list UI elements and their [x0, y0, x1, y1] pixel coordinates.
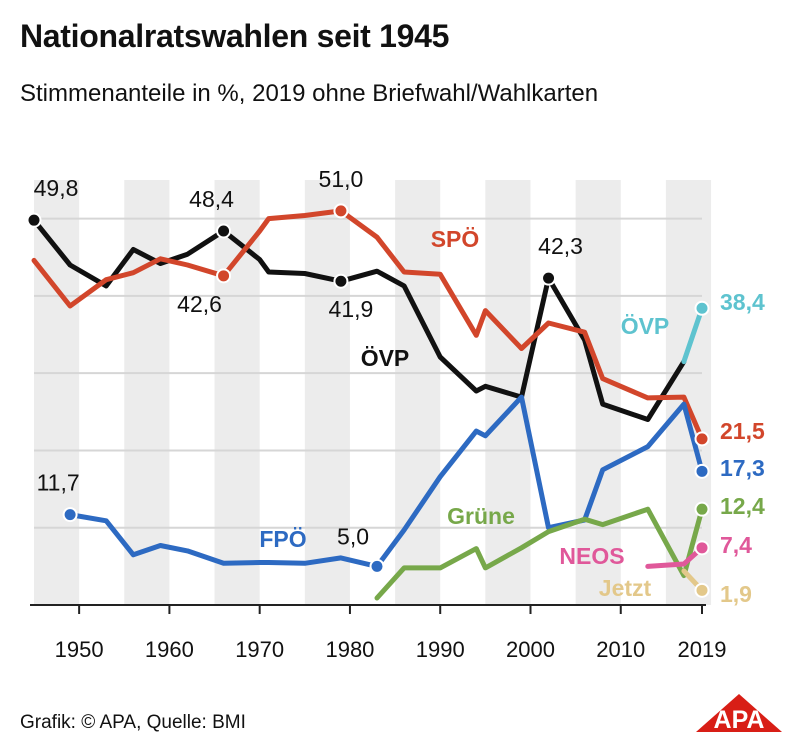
- series-line-oevp_2019: [681, 305, 705, 365]
- series-label: FPÖ: [259, 526, 306, 552]
- decade-band: [34, 180, 80, 605]
- annotation-label: 49,8: [34, 175, 79, 201]
- series-label: Grüne: [447, 503, 515, 529]
- series-line-neos: [645, 545, 705, 569]
- series-line-gruene: [374, 506, 705, 601]
- decade-band: [304, 180, 350, 605]
- end-dot: [694, 300, 710, 316]
- annotation-label: 42,3: [538, 233, 583, 259]
- series-label: SPÖ: [431, 226, 480, 252]
- end-value-label: 12,4: [720, 493, 765, 519]
- end-dot: [694, 431, 710, 447]
- apa-logo-triangle: [696, 694, 782, 732]
- end-dot: [694, 501, 710, 517]
- chart-labels: 49,8 48,4 41,9 42,3 42,6 51,0 11,7 5,0 38,4 21,5 1…: [34, 166, 765, 607]
- annotation-dot: [541, 270, 557, 286]
- annotation-dot: [216, 223, 232, 239]
- x-tick-label: 1960: [145, 637, 194, 662]
- annotation-dot: [26, 212, 42, 228]
- end-value-label: 1,9: [720, 581, 752, 607]
- x-tick-label: 1970: [235, 637, 284, 662]
- annotation-label: 5,0: [337, 523, 369, 549]
- end-value-label: 21,5: [720, 418, 765, 444]
- end-dot: [694, 540, 710, 556]
- x-tick-label: 1950: [55, 637, 104, 662]
- decade-band: [665, 180, 712, 605]
- x-tick-label: 2019: [678, 637, 727, 662]
- annotation-label: 42,6: [177, 291, 222, 317]
- series-label: NEOS: [559, 543, 624, 569]
- x-tick-label: 1980: [325, 637, 374, 662]
- annotation-dot: [216, 268, 232, 284]
- decade-band: [124, 180, 170, 605]
- apa-logo: APA: [696, 694, 782, 732]
- grid-lines: [34, 217, 702, 529]
- series-label: Jetzt: [599, 575, 652, 601]
- annotation-label: 48,4: [189, 186, 234, 212]
- x-tick-label: 2000: [506, 637, 555, 662]
- annotation-label: 51,0: [319, 166, 364, 192]
- series-label: ÖVP: [621, 313, 670, 339]
- annotation-dot: [333, 273, 349, 289]
- series-line-spoe: [31, 208, 705, 442]
- decade-bands: [34, 180, 712, 605]
- end-dot: [694, 463, 710, 479]
- series-label: ÖVP: [361, 345, 410, 371]
- apa-logo-text: APA: [714, 706, 765, 732]
- end-value-label: 38,4: [720, 289, 765, 315]
- annotation-dot: [333, 203, 349, 219]
- series-line-oevp: [31, 217, 687, 422]
- annotation-dot: [62, 507, 78, 523]
- highlight-dots: [26, 203, 710, 598]
- annotation-dot: [369, 558, 385, 574]
- end-dot: [694, 582, 710, 598]
- source-credit: Grafik: © APA, Quelle: BMI: [20, 712, 246, 733]
- x-tick-label: 2010: [596, 637, 645, 662]
- series-line-fpoe: [67, 394, 705, 569]
- page-subtitle: Stimmenanteile in %, 2019 ohne Briefwahl…: [20, 80, 599, 107]
- annotation-label: 11,7: [37, 470, 80, 496]
- x-tick-label: 1990: [416, 637, 465, 662]
- end-value-label: 17,3: [720, 455, 765, 481]
- end-value-label: 7,4: [720, 532, 752, 558]
- page-title: Nationalratswahlen seit 1945: [20, 18, 450, 54]
- x-axis: 1950 1960 1970 1980 1990 2000 2010 2019: [30, 604, 727, 662]
- annotation-label: 41,9: [329, 296, 374, 322]
